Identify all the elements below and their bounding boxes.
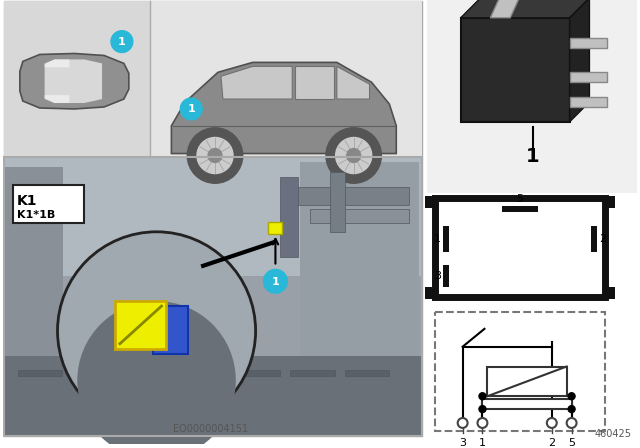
Circle shape: [335, 138, 372, 173]
Bar: [604, 196, 615, 208]
Circle shape: [208, 149, 222, 163]
Bar: [4, 158, 422, 276]
Text: 2: 2: [548, 438, 556, 448]
Bar: [115, 301, 166, 349]
Circle shape: [188, 128, 243, 183]
Circle shape: [568, 393, 575, 400]
Text: 1: 1: [434, 234, 441, 244]
Polygon shape: [295, 66, 334, 99]
Polygon shape: [20, 53, 129, 109]
Text: K1: K1: [17, 194, 37, 208]
Text: EO0000004151: EO0000004151: [173, 424, 248, 434]
Bar: [310, 209, 409, 223]
Bar: [435, 312, 605, 431]
Bar: [18, 370, 63, 376]
Circle shape: [60, 234, 253, 428]
Text: 1: 1: [271, 277, 279, 287]
Circle shape: [566, 418, 577, 428]
Text: 5: 5: [516, 194, 524, 204]
Bar: [236, 370, 280, 376]
Bar: [345, 370, 389, 376]
Bar: [425, 196, 437, 208]
Bar: [181, 370, 226, 376]
Polygon shape: [570, 38, 607, 47]
Circle shape: [547, 418, 557, 428]
Bar: [435, 198, 605, 297]
Bar: [461, 18, 570, 122]
Polygon shape: [570, 72, 607, 82]
Circle shape: [111, 31, 132, 52]
Bar: [127, 370, 172, 376]
Bar: [604, 287, 615, 299]
Polygon shape: [570, 97, 607, 107]
Polygon shape: [172, 62, 396, 154]
Bar: [502, 206, 538, 212]
Text: 2: 2: [599, 234, 607, 244]
Polygon shape: [45, 60, 69, 67]
Circle shape: [180, 98, 202, 120]
Bar: [4, 158, 422, 436]
Text: 3: 3: [459, 438, 466, 448]
Bar: [150, 1, 422, 156]
Circle shape: [568, 405, 575, 413]
Bar: [425, 287, 437, 299]
Bar: [4, 158, 422, 436]
Bar: [4, 158, 422, 436]
Bar: [291, 187, 409, 205]
Text: 5: 5: [568, 438, 575, 448]
Circle shape: [264, 269, 287, 293]
Circle shape: [197, 138, 233, 173]
Circle shape: [77, 301, 236, 448]
Bar: [488, 366, 566, 396]
Bar: [427, 0, 637, 193]
Circle shape: [477, 418, 488, 428]
Bar: [13, 185, 84, 223]
Bar: [269, 222, 282, 234]
Circle shape: [479, 405, 486, 413]
Text: 1: 1: [526, 147, 540, 166]
Bar: [152, 306, 188, 353]
Text: K1*1B: K1*1B: [17, 210, 55, 220]
Circle shape: [58, 232, 255, 430]
Circle shape: [347, 149, 360, 163]
Bar: [291, 370, 335, 376]
Bar: [483, 399, 572, 409]
Text: 1: 1: [188, 104, 195, 114]
Polygon shape: [461, 0, 589, 18]
Text: 1: 1: [479, 438, 486, 448]
Circle shape: [458, 418, 468, 428]
Circle shape: [479, 393, 486, 400]
Bar: [4, 168, 63, 436]
Bar: [443, 266, 449, 287]
Bar: [4, 1, 150, 156]
Bar: [4, 356, 422, 436]
Polygon shape: [337, 66, 369, 99]
Circle shape: [326, 128, 381, 183]
Polygon shape: [45, 60, 102, 103]
Bar: [330, 172, 345, 232]
Polygon shape: [45, 95, 69, 103]
Bar: [4, 1, 422, 156]
Text: 1: 1: [118, 37, 126, 47]
Bar: [300, 163, 419, 436]
Bar: [443, 226, 449, 252]
Polygon shape: [221, 66, 292, 99]
Text: 460425: 460425: [595, 429, 632, 439]
Bar: [72, 370, 117, 376]
Polygon shape: [490, 0, 520, 18]
Bar: [280, 177, 298, 257]
Text: 3: 3: [434, 271, 441, 281]
Polygon shape: [570, 0, 589, 122]
Bar: [591, 226, 597, 252]
